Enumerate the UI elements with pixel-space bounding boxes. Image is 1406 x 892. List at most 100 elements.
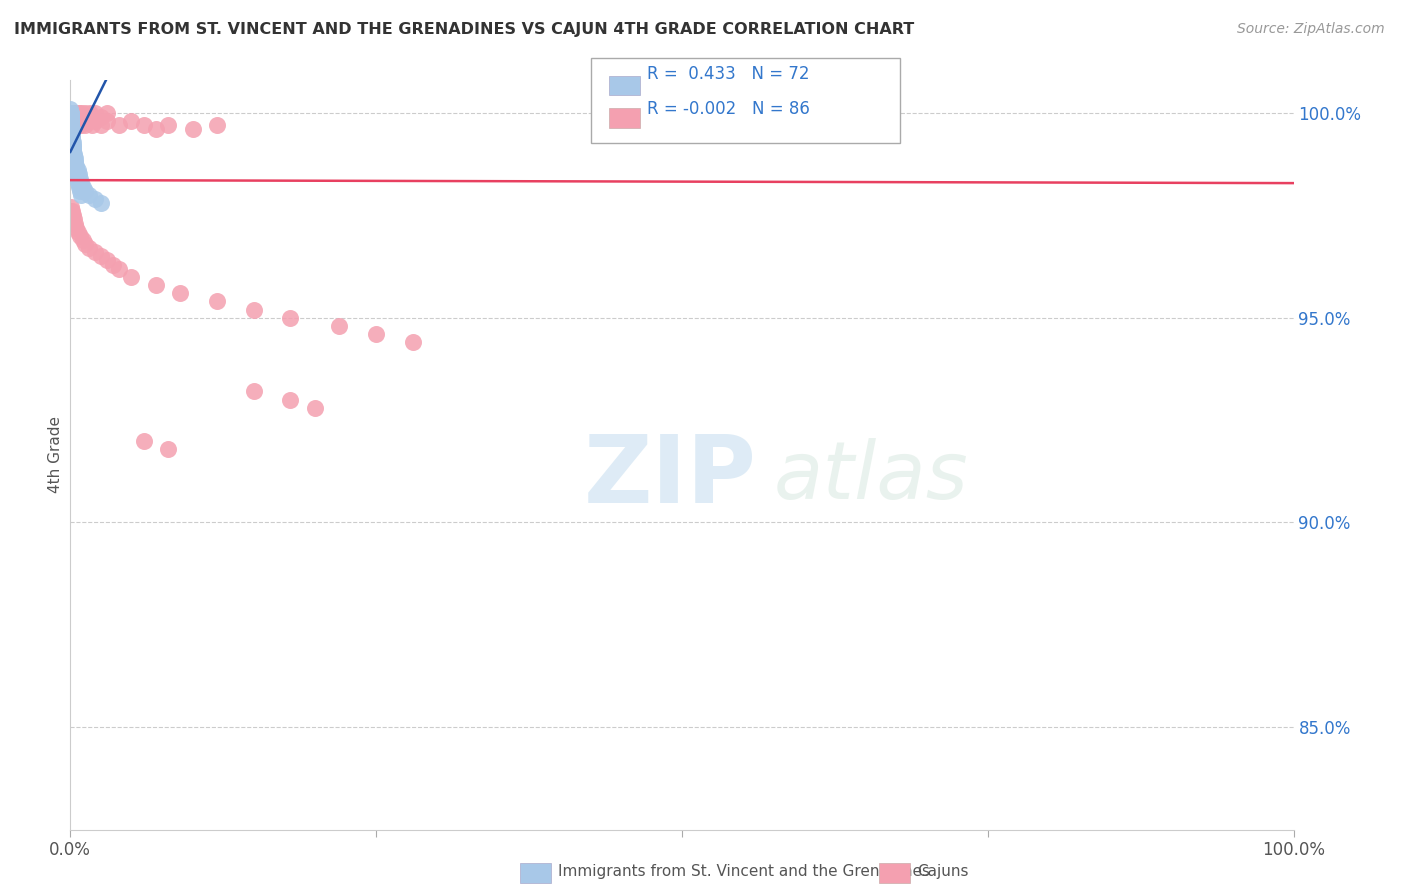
Point [63, 106, 86, 120]
Text: R =  0.433   N = 72: R = 0.433 N = 72 [647, 65, 810, 83]
Point [243, 302, 266, 317]
Point [66, 171, 89, 186]
Point [63, 151, 86, 165]
Point [66, 225, 89, 239]
Point [59, 106, 82, 120]
Point [59, 110, 82, 124]
Point [60, 106, 83, 120]
Point [83, 106, 105, 120]
Text: R = -0.002   N = 86: R = -0.002 N = 86 [647, 100, 810, 118]
Point [145, 278, 167, 293]
Point [62, 143, 84, 157]
Point [108, 261, 131, 276]
Text: Source: ZipAtlas.com: Source: ZipAtlas.com [1237, 22, 1385, 37]
Point [69, 110, 91, 124]
Point [67, 168, 90, 182]
Point [96, 106, 118, 120]
Point [59, 114, 82, 128]
Point [59, 110, 82, 124]
Point [63, 147, 86, 161]
Point [59, 114, 82, 128]
Point [62, 208, 84, 222]
Point [66, 110, 89, 124]
Point [59, 110, 82, 124]
Point [60, 106, 83, 120]
Point [60, 130, 83, 145]
Point [77, 114, 100, 128]
Point [60, 130, 83, 145]
Text: Immigrants from St. Vincent and the Grenadines: Immigrants from St. Vincent and the Gren… [558, 864, 931, 879]
Point [63, 110, 86, 124]
Point [59, 106, 82, 120]
Point [72, 110, 94, 124]
Point [63, 151, 86, 165]
Y-axis label: 4th Grade: 4th Grade [48, 417, 63, 493]
Point [60, 130, 83, 145]
Point [62, 143, 84, 157]
Point [66, 176, 89, 190]
Point [63, 155, 86, 169]
Point [59, 114, 82, 128]
Point [59, 122, 82, 136]
Point [77, 241, 100, 255]
Point [60, 122, 83, 136]
Point [59, 114, 82, 128]
Point [70, 106, 93, 120]
Point [63, 217, 86, 231]
Point [76, 110, 98, 124]
Point [67, 106, 90, 120]
Point [366, 327, 388, 342]
Point [60, 118, 83, 132]
Point [60, 114, 83, 128]
Point [328, 318, 350, 333]
Point [59, 110, 82, 124]
Point [77, 188, 100, 202]
Point [90, 118, 112, 132]
Point [59, 118, 82, 132]
Point [69, 114, 91, 128]
Point [60, 135, 83, 149]
Point [60, 114, 83, 128]
Point [63, 118, 86, 132]
Point [60, 127, 83, 141]
Point [63, 212, 86, 227]
Point [90, 110, 112, 124]
Point [73, 237, 96, 252]
Point [62, 135, 84, 149]
Point [59, 118, 82, 132]
Point [280, 310, 302, 325]
Point [67, 179, 90, 194]
Point [132, 434, 155, 448]
Point [59, 200, 82, 214]
Point [60, 135, 83, 149]
Point [60, 106, 83, 120]
Point [62, 138, 84, 153]
Point [60, 118, 83, 132]
Point [60, 138, 83, 153]
Text: IMMIGRANTS FROM ST. VINCENT AND THE GRENADINES VS CAJUN 4TH GRADE CORRELATION CH: IMMIGRANTS FROM ST. VINCENT AND THE GREN… [14, 22, 914, 37]
Point [62, 110, 84, 124]
Point [132, 118, 155, 132]
Point [59, 114, 82, 128]
Point [108, 118, 131, 132]
Point [59, 118, 82, 132]
Point [70, 176, 93, 190]
Point [79, 106, 101, 120]
Point [60, 122, 83, 136]
Point [73, 106, 96, 120]
Point [59, 110, 82, 124]
Point [59, 106, 82, 120]
Point [72, 233, 94, 247]
Point [65, 106, 87, 120]
Point [243, 384, 266, 399]
Point [60, 204, 83, 219]
Point [169, 286, 191, 301]
Point [62, 147, 84, 161]
Point [62, 138, 84, 153]
Point [69, 171, 91, 186]
Point [62, 110, 84, 124]
Point [96, 253, 118, 268]
Point [60, 110, 83, 124]
Point [121, 269, 143, 284]
Point [60, 204, 83, 219]
